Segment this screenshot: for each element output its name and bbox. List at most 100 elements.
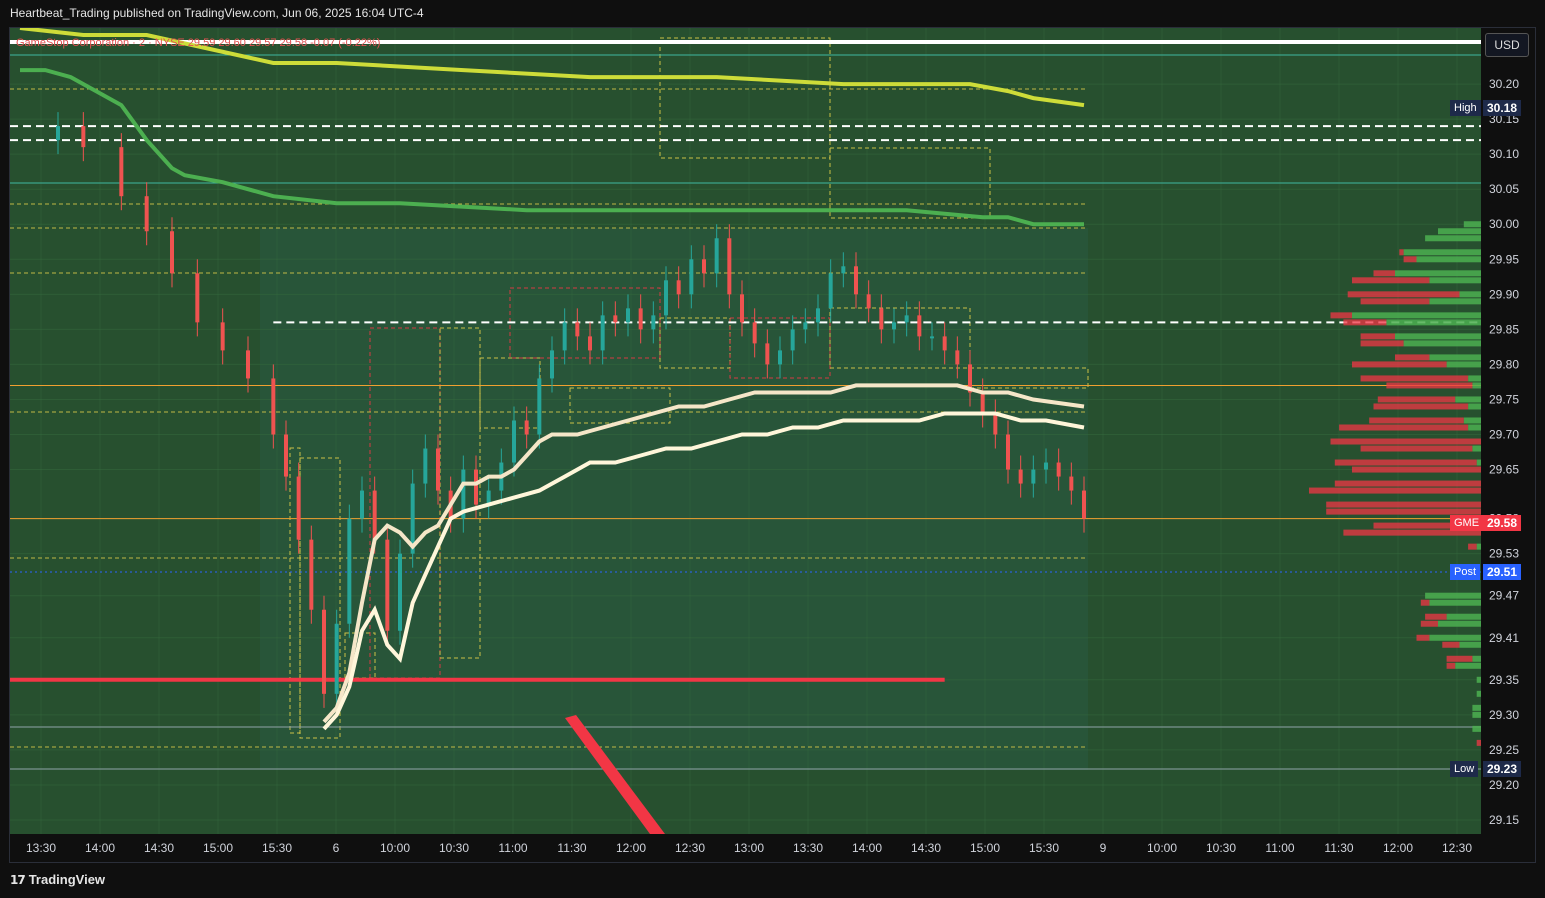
last-price-tag-value: 29.58	[1483, 515, 1522, 531]
candle-body	[246, 350, 250, 379]
price-chart[interactable]: GameStop Corporation · 2 · NYSE 29.59 29…	[10, 28, 1535, 862]
profile-bar-red	[1347, 291, 1460, 298]
x-tick-label: 14:00	[85, 841, 115, 855]
profile-bar-green	[1395, 270, 1481, 277]
profile-bar-red	[1446, 655, 1473, 662]
moving-averages	[19, 28, 1085, 227]
candle-body	[790, 329, 795, 351]
candle-body	[56, 126, 60, 141]
x-tick-label: 14:00	[852, 841, 882, 855]
profile-bar-green	[1476, 459, 1481, 466]
footer: 17 TradingView	[10, 872, 105, 887]
profile-bar-red	[1339, 424, 1469, 431]
grid-lines	[10, 28, 1481, 834]
profile-bar-red	[1360, 298, 1430, 305]
x-tick-label: 10:30	[439, 841, 469, 855]
candle-body	[841, 266, 846, 274]
profile-bar-green	[1446, 361, 1481, 368]
candle-body	[879, 308, 884, 330]
profile-bar-red	[1352, 277, 1430, 284]
candle-body	[803, 322, 808, 330]
candle-body	[828, 273, 833, 309]
x-tick-label: 14:30	[144, 841, 174, 855]
y-tick-label: 30.05	[1489, 182, 1519, 196]
x-tick-label: 9	[1100, 841, 1107, 855]
plot-background	[10, 28, 1481, 834]
x-tick-label: 10:00	[1147, 841, 1177, 855]
y-tick-label: 29.53	[1489, 547, 1519, 561]
candle-body	[119, 147, 124, 197]
y-tick-label: 30.20	[1489, 77, 1519, 91]
profile-bar-red	[1425, 613, 1447, 620]
volume-profile	[1309, 221, 1481, 746]
profile-bar-green	[1386, 319, 1481, 326]
candle-body	[550, 350, 554, 379]
y-tick-label: 29.20	[1489, 778, 1519, 792]
candle-body	[702, 259, 706, 274]
x-tick-label: 11:30	[557, 841, 586, 855]
candle-body	[170, 231, 174, 274]
candle-body	[486, 490, 491, 505]
candle-body	[410, 483, 415, 554]
low-tag-value: 29.23	[1483, 761, 1522, 777]
candle-body	[626, 308, 630, 323]
legend-line: GameStop Corporation · 2 · NYSE 29.59 29…	[16, 37, 380, 49]
candle-body	[296, 476, 301, 540]
x-tick-label: 10:30	[1206, 841, 1236, 855]
profile-bar-red	[1446, 662, 1456, 669]
candle-body	[765, 343, 770, 365]
candle-body	[968, 364, 972, 393]
y-tick-label: 29.15	[1489, 813, 1519, 827]
profile-bar-red	[1377, 396, 1456, 403]
chart-frame	[9, 27, 1536, 863]
x-tick-label: 11:30	[1324, 841, 1353, 855]
candle-body	[664, 280, 668, 316]
candle-body	[144, 196, 149, 232]
profile-bar-red	[1369, 417, 1464, 424]
profile-bar-red	[1420, 620, 1438, 627]
candle-body	[1056, 462, 1061, 477]
y-tick-label: 29.90	[1489, 287, 1519, 301]
y-tick-label: 29.30	[1489, 708, 1519, 722]
candle-body	[271, 378, 276, 435]
candle-body	[854, 266, 858, 295]
candle-body	[537, 378, 542, 435]
currency-button[interactable]: USD	[1485, 33, 1529, 57]
x-tick-label: 15:00	[970, 841, 1000, 855]
profile-bar-green	[1468, 403, 1481, 410]
time-scale: 13:30 14:00 14:30 15:00 15:30 6 10:00 10:30 11:0…	[26, 841, 1472, 855]
y-tick-label: 29.80	[1489, 357, 1519, 371]
profile-bar-green	[1459, 291, 1481, 298]
high-tag-value: 30.18	[1483, 100, 1522, 116]
profile-bar-green	[1476, 543, 1481, 550]
candle-body	[284, 434, 288, 477]
candle-body	[309, 539, 314, 610]
time-scale-background	[10, 834, 1535, 862]
profile-bar-green	[1429, 599, 1481, 606]
profile-bar-red	[1416, 634, 1430, 641]
candle-body	[81, 126, 86, 148]
profile-bar-red	[1352, 466, 1481, 473]
candle-body	[334, 623, 339, 694]
x-tick-label: 6	[333, 841, 340, 855]
candle-body	[942, 336, 947, 351]
x-tick-label: 15:30	[1029, 841, 1059, 855]
profile-bar-green	[1425, 235, 1481, 242]
profile-bar-green	[1403, 340, 1481, 347]
profile-bar-green	[1472, 725, 1481, 732]
candle-body	[1006, 434, 1010, 470]
x-tick-label: 13:30	[26, 841, 56, 855]
footer-brand: TradingView	[28, 872, 106, 887]
profile-bar-red	[1326, 501, 1481, 508]
profile-bar-green	[1425, 592, 1481, 599]
candle-body	[195, 273, 200, 323]
candle-body	[588, 336, 592, 351]
profile-bar-red	[1386, 382, 1473, 389]
profile-bar-green	[1463, 221, 1481, 228]
y-tick-label: 29.75	[1489, 392, 1519, 406]
vwap-bands	[322, 383, 1085, 731]
profile-bar-red	[1476, 739, 1481, 746]
range-box	[439, 327, 481, 659]
x-tick-label: 10:00	[380, 841, 410, 855]
candle-body	[892, 322, 896, 330]
